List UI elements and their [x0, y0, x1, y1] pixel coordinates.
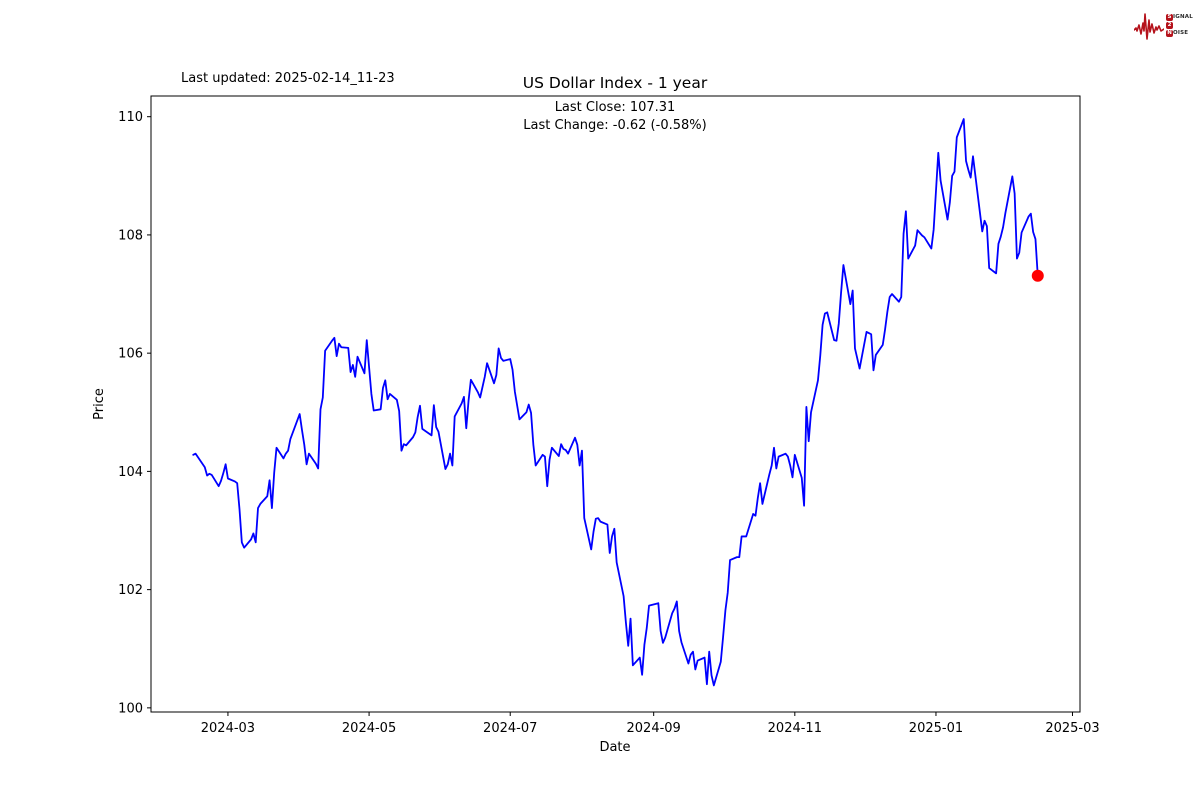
logo-letter-n: N — [1166, 29, 1173, 37]
y-tick-label: 104 — [118, 465, 143, 480]
x-axis-label: Date — [599, 740, 630, 755]
last-close-marker — [1031, 269, 1044, 282]
logo-row-signal: S IGNAL — [1166, 13, 1193, 21]
waveform-icon — [1134, 13, 1164, 40]
signal-2-noise-logo: S IGNAL 2 N OISE — [1134, 5, 1194, 45]
x-tick-label: 2024-09 — [627, 721, 681, 736]
series-layer — [192, 118, 1044, 687]
x-tick-label: 2024-03 — [201, 721, 255, 736]
y-tick-label: 102 — [118, 583, 143, 598]
y-tick-label: 106 — [118, 347, 143, 362]
logo-row-2: 2 — [1166, 21, 1193, 29]
x-tick-label: 2024-05 — [342, 721, 396, 736]
subtitle-last-change: Last Change: -0.62 (-0.58%) — [523, 118, 706, 133]
x-tick-label: 2025-03 — [1045, 721, 1099, 736]
logo-letter-s: S — [1166, 13, 1173, 21]
x-tick-label: 2024-11 — [768, 721, 822, 736]
x-tick-label: 2024-07 — [483, 721, 537, 736]
subtitle-last-close: Last Close: 107.31 — [555, 100, 676, 115]
logo-letter-2: 2 — [1166, 21, 1173, 29]
chart-title: US Dollar Index - 1 year — [523, 74, 708, 92]
axis-ticks: 2024-03 2024-05 2024-07 2024-09 2024-11 2025-… — [118, 110, 1099, 736]
axes-frame — [150, 95, 1081, 713]
y-tick-label: 110 — [118, 110, 143, 125]
logo-rest-ignal: IGNAL — [1173, 13, 1193, 20]
y-axis-label: Price — [92, 388, 107, 420]
plot-frame — [150, 95, 1081, 713]
logo-row-noise: N OISE — [1166, 29, 1193, 37]
price-line — [192, 118, 1039, 687]
last-updated-text: Last updated: 2025-02-14_11-23 — [181, 71, 395, 86]
logo-rest-oise: OISE — [1173, 29, 1189, 36]
y-tick-label: 100 — [118, 701, 143, 716]
x-tick-label: 2025-01 — [909, 721, 963, 736]
y-tick-label: 108 — [118, 228, 143, 243]
logo-text: S IGNAL 2 N OISE — [1166, 13, 1193, 37]
